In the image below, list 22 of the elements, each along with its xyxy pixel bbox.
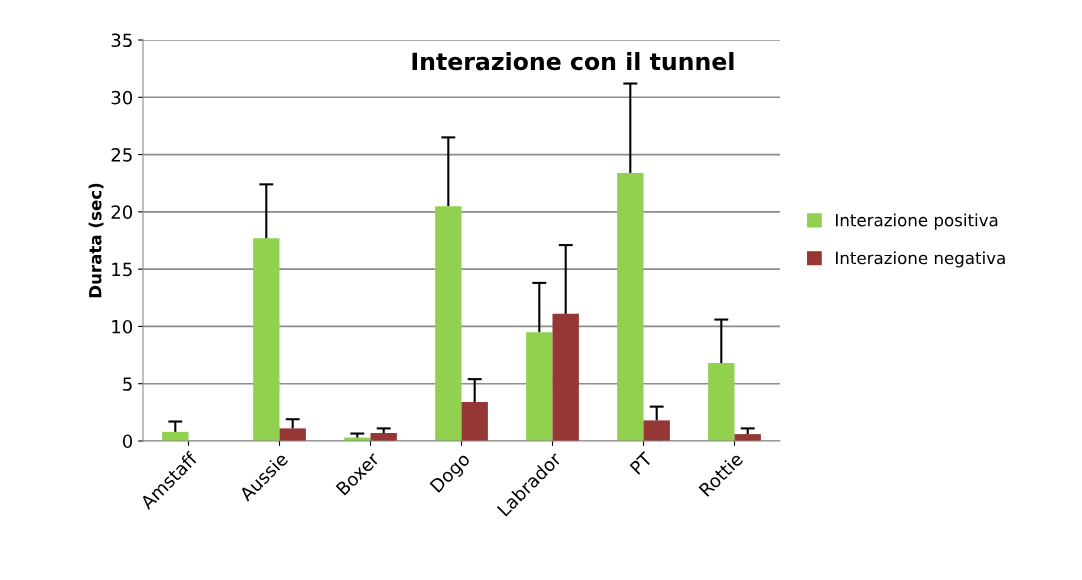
legend-label: Interazione positiva (836, 213, 998, 230)
y-tick-label: 30 (111, 90, 133, 105)
x-tick-label: PT (629, 451, 654, 475)
y-tick-label: 15 (112, 262, 132, 277)
bar (461, 402, 488, 441)
bar (643, 420, 670, 441)
bar (526, 332, 553, 441)
chart-title: Interazione con il tunnel (412, 52, 734, 71)
bar (708, 363, 735, 441)
bar (435, 206, 462, 441)
y-tick-label: 20 (111, 205, 133, 219)
legend-label: Interazione negativa (836, 251, 1005, 268)
y-tick-label: 0 (122, 434, 133, 449)
y-tick-label: 25 (111, 148, 132, 162)
y-axis-title: Durata (sec) (88, 183, 104, 298)
y-tick-label: 35 (111, 33, 132, 48)
bar (253, 238, 280, 441)
bar (617, 172, 644, 441)
y-tick-label: 10 (112, 319, 133, 334)
bar (279, 428, 306, 441)
y-tick-label: 5 (123, 377, 132, 391)
bar (552, 313, 579, 441)
